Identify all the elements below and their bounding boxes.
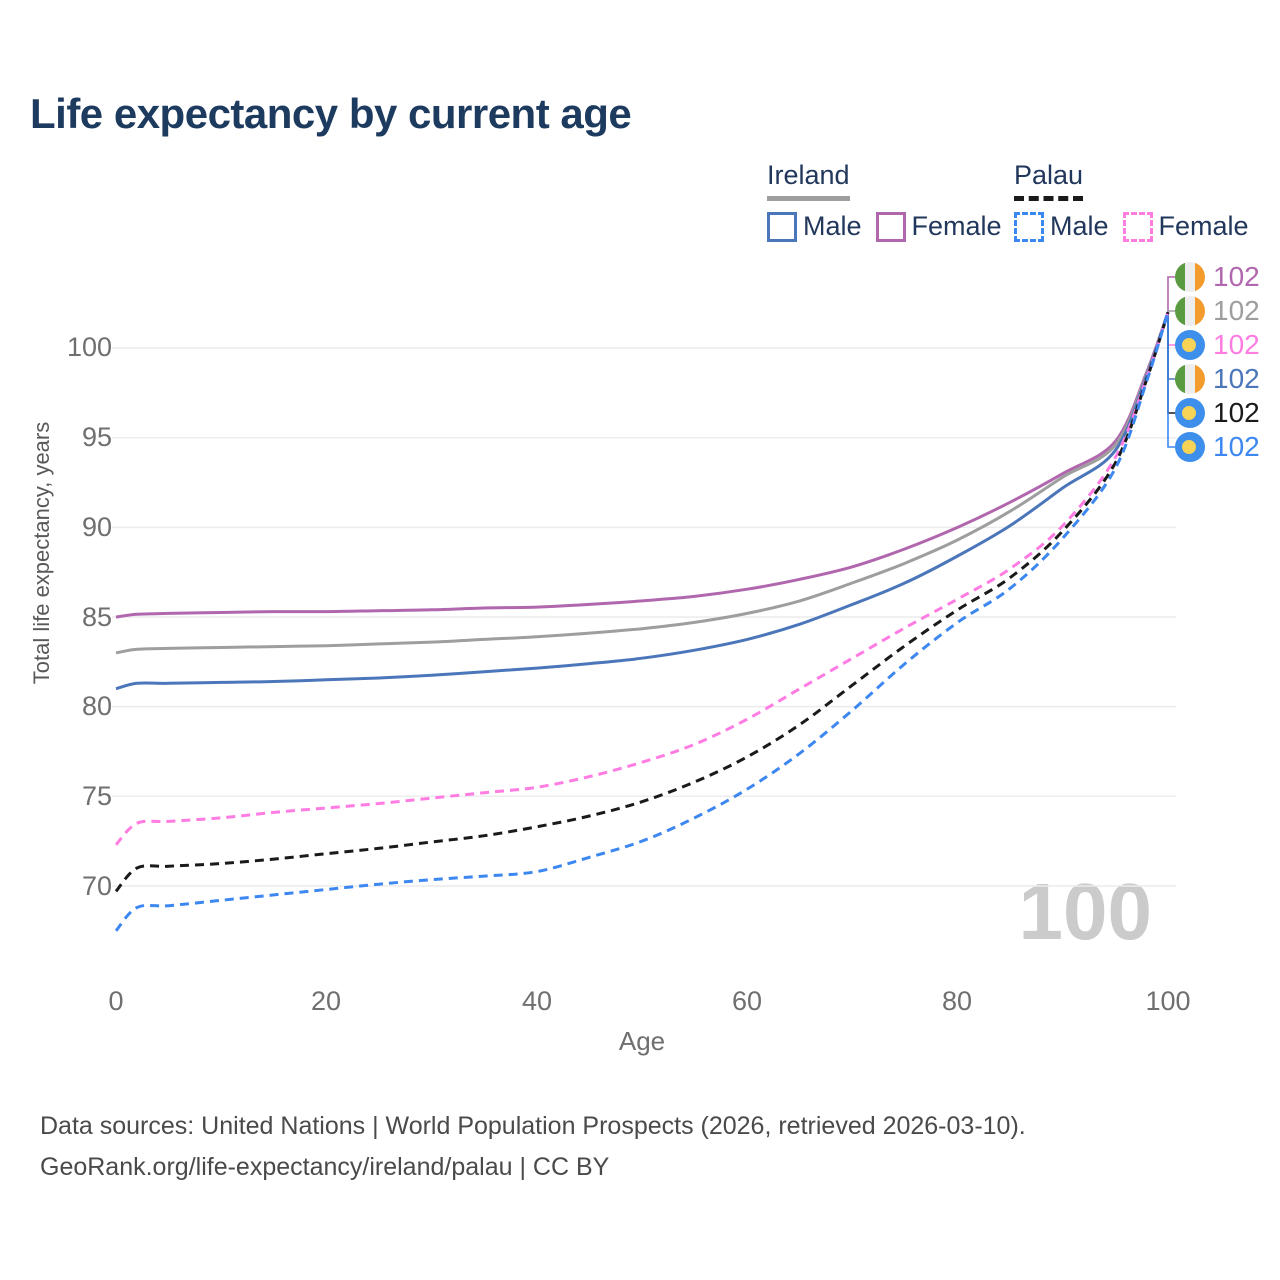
end-label-value: 102 [1213, 261, 1260, 292]
legend-item-ireland-male[interactable]: Male [767, 211, 862, 242]
x-tick-60: 60 [731, 986, 763, 1016]
legend-group-ireland: Ireland Male Female [767, 160, 1016, 242]
legend-item-palau-female[interactable]: Female [1122, 211, 1249, 242]
x-axis-title: Age [618, 1026, 666, 1056]
legend-header-palau[interactable]: Palau [1014, 160, 1084, 201]
y-tick-100: 100 [66, 332, 112, 362]
end-label-value: 102 [1213, 397, 1260, 428]
end-label-ireland-male: 102 [1175, 363, 1260, 394]
age-watermark: 100 [1018, 867, 1152, 956]
end-label-value: 102 [1213, 329, 1260, 360]
legend-group-palau: Palau Male Female [1014, 160, 1263, 242]
x-tick-20: 20 [310, 986, 342, 1016]
end-label-palau-total: 102 [1175, 397, 1260, 428]
end-label-palau-female: 102 [1175, 329, 1260, 360]
end-label-connector [1167, 312, 1176, 448]
end-label-value: 102 [1213, 363, 1260, 394]
series-line-ireland-male[interactable] [115, 311, 1170, 691]
palau-female-swatch-icon[interactable] [1122, 211, 1153, 242]
legend-item-label: Female [1158, 211, 1249, 241]
end-label-connector [1167, 310, 1176, 313]
y-tick-90: 90 [81, 512, 112, 542]
y-tick-95: 95 [81, 422, 112, 452]
x-tick-0: 0 [108, 986, 124, 1016]
end-label-value: 102 [1213, 295, 1260, 326]
ireland-male-swatch-icon[interactable] [767, 211, 797, 242]
end-label-value: 102 [1213, 431, 1260, 462]
ireland-flag-icon [1175, 296, 1205, 326]
series-line-palau-both-sexes[interactable] [114, 311, 1170, 893]
legend-item-ireland-female[interactable]: Female [875, 211, 1002, 242]
end-label-ireland-total: 102 [1175, 295, 1260, 326]
ireland-female-swatch-icon[interactable] [875, 211, 906, 242]
end-label-connector [1167, 276, 1176, 313]
x-tick-80: 80 [941, 986, 973, 1016]
y-tick-80: 80 [81, 691, 112, 721]
legend-item-label: Male [1050, 211, 1109, 241]
y-tick-70: 70 [81, 871, 112, 901]
palau-flag-icon [1175, 398, 1205, 428]
series-line-ireland-female[interactable] [115, 311, 1170, 619]
series-line-palau-female[interactable] [114, 311, 1170, 846]
legend-item-palau-male[interactable]: Male [1014, 211, 1109, 242]
palau-flag-icon [1175, 432, 1205, 462]
legend-row-ireland: Male Female [767, 211, 1016, 242]
end-label-palau-male: 102 [1175, 431, 1260, 462]
legend-row-palau: Male Female [1014, 211, 1263, 242]
footer: Data sources: United Nations | World Pop… [40, 1106, 1026, 1188]
series-line-ireland-both-sexes[interactable] [115, 311, 1170, 655]
series-line-palau-male[interactable] [114, 311, 1170, 932]
y-axis-title: Total life expectancy, years [29, 421, 54, 685]
x-tick-100: 100 [1145, 986, 1191, 1016]
ireland-flag-icon [1175, 364, 1205, 394]
x-tick-40: 40 [521, 986, 553, 1016]
legend-item-label: Male [803, 211, 862, 241]
legend-header-ireland[interactable]: Ireland [767, 160, 850, 201]
palau-male-swatch-icon[interactable] [1014, 211, 1044, 242]
footer-attribution-line: GeoRank.org/life-expectancy/ireland/pala… [40, 1153, 610, 1181]
y-tick-85: 85 [81, 602, 112, 632]
footer-sources-line: Data sources: United Nations | World Pop… [40, 1112, 1026, 1140]
page-title: Life expectancy by current age [30, 90, 632, 137]
end-label-ireland-female: 102 [1175, 261, 1260, 292]
legend-item-label: Female [911, 211, 1002, 241]
ireland-flag-icon [1175, 262, 1205, 292]
y-tick-75: 75 [81, 781, 112, 811]
palau-flag-icon [1175, 330, 1205, 360]
